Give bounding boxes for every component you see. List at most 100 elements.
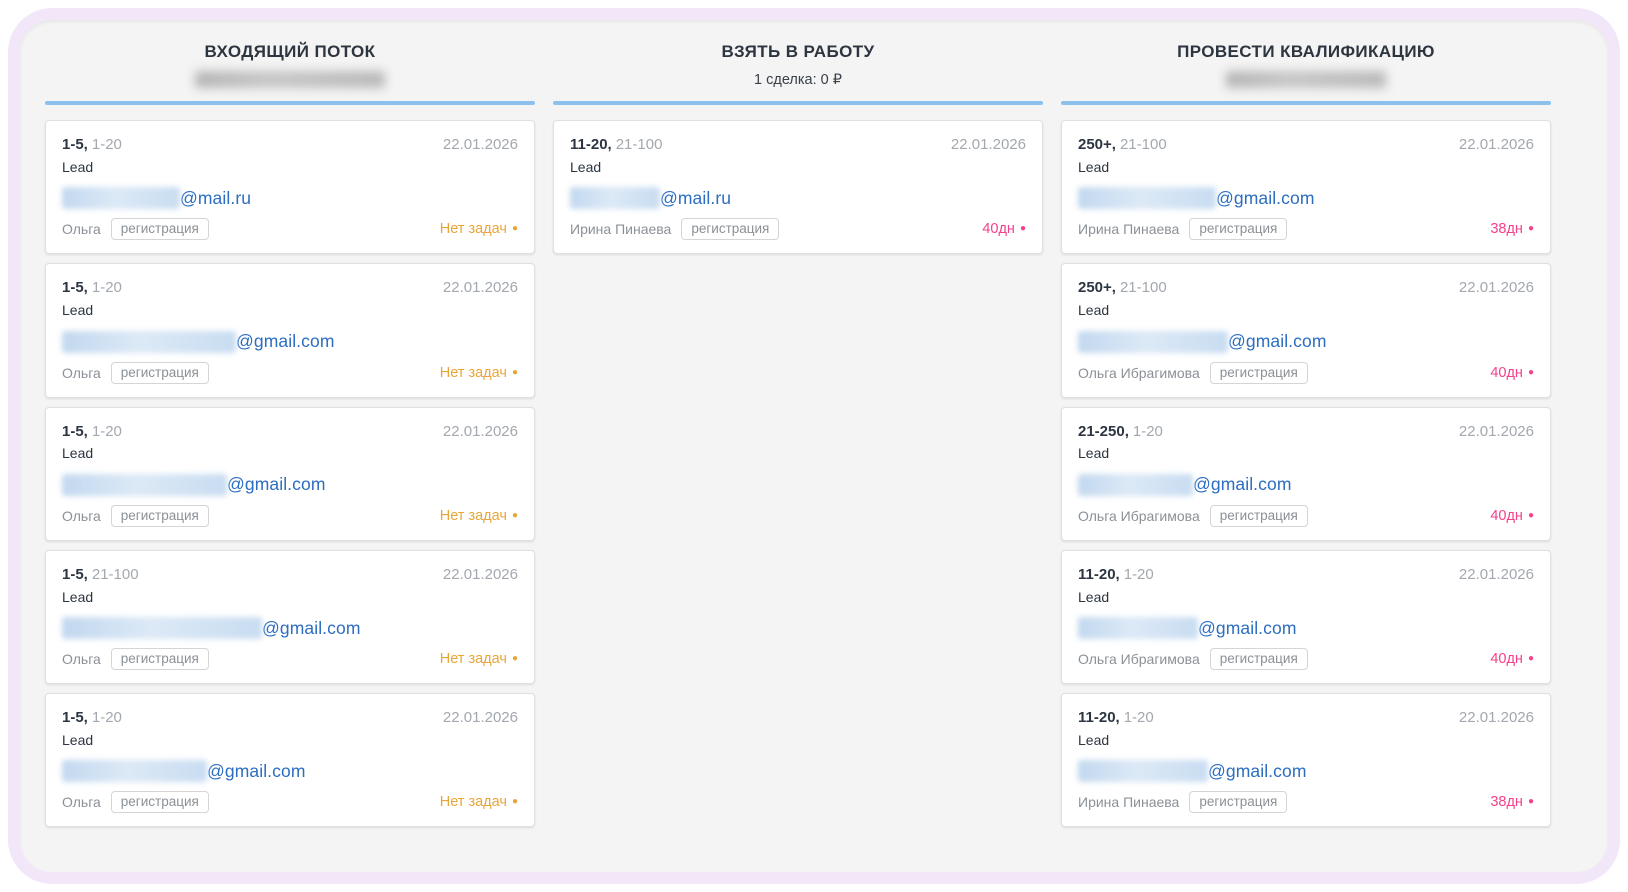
deal-title-row: 11-20, 21-100 22.01.2026 xyxy=(570,136,1026,155)
deal-owner: Ольга Ибрагимова xyxy=(1078,507,1200,524)
deal-email-line[interactable]: @gmail.com xyxy=(62,330,518,354)
deal-owner: Ольга xyxy=(62,651,101,667)
deal-entity: Lead xyxy=(1078,302,1110,318)
email-redacted-blur xyxy=(1078,330,1228,353)
email-redacted-blur xyxy=(62,760,207,783)
deal-date: 22.01.2026 xyxy=(1458,422,1534,440)
deal-meta-row: Ольга регистрация Нет задач ● xyxy=(62,791,518,814)
deal-status: 40дн ● xyxy=(982,221,1026,237)
email-redacted-blur xyxy=(1078,187,1216,210)
kanban-board: ВХОДЯЩИЙ ПОТОК 1-5, 1-20 22.01.2026 Lead … xyxy=(20,20,1608,836)
column-title: ВХОДЯЩИЙ ПОТОК xyxy=(204,42,376,61)
deal-email-line[interactable]: @gmail.com xyxy=(62,759,518,783)
deal-email-line[interactable]: @mail.ru xyxy=(62,186,518,210)
deal-card[interactable]: 1-5, 1-20 22.01.2026 Lead @gmail.com Ольг… xyxy=(45,406,535,541)
deal-size: 11-20, xyxy=(570,136,612,153)
column-subtitle xyxy=(1061,69,1551,90)
deal-card[interactable]: 11-20, 1-20 22.01.2026 Lead @gmail.com Ир… xyxy=(1061,693,1551,828)
deal-tag[interactable]: регистрация xyxy=(1209,504,1308,527)
status-text: 38дн xyxy=(1490,794,1523,811)
deal-tag[interactable]: регистрация xyxy=(1209,361,1308,384)
deal-title-row: 11-20, 1-20 22.01.2026 xyxy=(1078,709,1534,728)
deal-title: 1-5, 21-100 xyxy=(62,566,139,585)
deal-tag[interactable]: регистрация xyxy=(1189,791,1288,814)
deal-size: 1-5, xyxy=(62,279,88,297)
deal-email-domain: @gmail.com xyxy=(207,760,306,781)
email-redacted-blur xyxy=(62,473,227,496)
deal-email-line[interactable]: @gmail.com xyxy=(62,473,518,497)
deal-email-domain: @gmail.com xyxy=(1208,760,1307,781)
deal-email-domain: @gmail.com xyxy=(262,617,361,638)
deal-entity: Lead xyxy=(62,158,94,175)
deal-status: 38дн ● xyxy=(1490,794,1534,810)
deal-card[interactable]: 1-5, 21-100 22.01.2026 Lead @gmail.com Ол… xyxy=(45,549,535,684)
deal-status: 38дн ● xyxy=(1490,221,1534,237)
deal-range: 1-20 xyxy=(1132,422,1163,440)
deal-card[interactable]: 11-20, 1-20 22.01.2026 Lead @gmail.com Ол… xyxy=(1061,549,1551,684)
deal-title: 1-5, 1-20 xyxy=(62,136,122,155)
status-dot-icon: ● xyxy=(511,223,518,235)
deal-meta-row: Ольга регистрация Нет задач ● xyxy=(62,504,518,527)
deal-email-line[interactable]: @gmail.com xyxy=(62,616,518,640)
deal-date: 22.01.2026 xyxy=(442,709,518,726)
column-header[interactable]: ВЗЯТЬ В РАБОТУ 1 сделка: 0 ₽ xyxy=(553,36,1043,105)
deal-email-domain: @gmail.com xyxy=(1228,331,1327,351)
subtitle-redacted-blur xyxy=(195,71,385,88)
email-redacted-blur xyxy=(62,617,262,639)
status-dot-icon: ● xyxy=(511,653,518,664)
deal-range: 1-20 xyxy=(91,279,122,297)
email-redacted-blur xyxy=(1078,473,1193,496)
deal-card[interactable]: 1-5, 1-20 22.01.2026 Lead @gmail.com Ольг… xyxy=(45,263,535,398)
deal-status: Нет задач ● xyxy=(440,365,518,381)
deal-card[interactable]: 250+, 21-100 22.01.2026 Lead @gmail.com О… xyxy=(1061,263,1551,398)
deal-tag[interactable]: регистрация xyxy=(110,361,209,384)
deal-card[interactable]: 1-5, 1-20 22.01.2026 Lead @gmail.com Ольг… xyxy=(45,693,535,828)
column-header[interactable]: ВХОДЯЩИЙ ПОТОК xyxy=(45,36,535,105)
deal-meta-row: Ольга регистрация Нет задач ● xyxy=(62,648,518,670)
deal-email-line[interactable]: @gmail.com xyxy=(1078,186,1534,210)
deal-email-domain: @mail.ru xyxy=(180,187,252,208)
deal-owner: Ирина Пинаева xyxy=(1078,221,1180,238)
deal-email-line[interactable]: @gmail.com xyxy=(1078,759,1534,783)
deal-email-line[interactable]: @mail.ru xyxy=(570,186,1026,210)
deal-email-line[interactable]: @gmail.com xyxy=(1078,473,1534,497)
deal-card[interactable]: 1-5, 1-20 22.01.2026 Lead @mail.ru Ольга … xyxy=(45,120,535,255)
deal-card[interactable]: 21-250, 1-20 22.01.2026 Lead @gmail.com О… xyxy=(1061,406,1551,541)
deal-tag[interactable]: регистрация xyxy=(110,791,209,814)
status-dot-icon: ● xyxy=(511,509,518,521)
status-text: Нет задач xyxy=(439,221,507,238)
deal-status: 40дн ● xyxy=(1490,365,1534,381)
status-text: 40дн xyxy=(1490,507,1523,524)
deal-tag[interactable]: регистрация xyxy=(110,648,209,670)
deal-tag[interactable]: регистрация xyxy=(1209,648,1308,670)
deal-meta-row: Ольга регистрация Нет задач ● xyxy=(62,218,518,241)
status-dot-icon: ● xyxy=(511,796,518,808)
column-header[interactable]: ПРОВЕСТИ КВАЛИФИКАЦИЮ xyxy=(1061,36,1551,105)
deal-range: 21-100 xyxy=(91,565,139,583)
deal-title: 11-20, 21-100 xyxy=(570,136,662,155)
deal-range: 1-20 xyxy=(91,709,122,726)
column-subtitle: 1 сделка: 0 ₽ xyxy=(754,71,842,88)
deal-date: 22.01.2026 xyxy=(950,136,1026,153)
deal-card[interactable]: 11-20, 21-100 22.01.2026 Lead @mail.ru Ир… xyxy=(553,120,1043,255)
deal-tag[interactable]: регистрация xyxy=(110,504,209,527)
deal-email-line[interactable]: @gmail.com xyxy=(1078,616,1534,640)
deal-title: 21-250, 1-20 xyxy=(1078,423,1163,442)
deal-email-domain: @gmail.com xyxy=(227,474,326,495)
deal-tag[interactable]: регистрация xyxy=(681,218,780,241)
deal-title: 250+, 21-100 xyxy=(1078,279,1167,298)
deal-date: 22.01.2026 xyxy=(1458,136,1534,153)
deal-email-domain: @gmail.com xyxy=(1216,187,1315,208)
deal-tag[interactable]: регистрация xyxy=(110,218,209,241)
card-list: 1-5, 1-20 22.01.2026 Lead @mail.ru Ольга … xyxy=(45,120,535,828)
deal-size: 1-5, xyxy=(62,422,88,440)
deal-status: Нет задач ● xyxy=(440,508,518,524)
deal-tag[interactable]: регистрация xyxy=(1189,218,1288,241)
deal-meta-row: Ирина Пинаева регистрация 38дн ● xyxy=(1078,791,1534,814)
deal-email-line[interactable]: @gmail.com xyxy=(1078,330,1534,354)
deal-title: 11-20, 1-20 xyxy=(1078,709,1154,728)
pipeline-column: ВХОДЯЩИЙ ПОТОК 1-5, 1-20 22.01.2026 Lead … xyxy=(45,36,535,836)
deal-entity: Lead xyxy=(570,158,602,175)
deal-status: 40дн ● xyxy=(1490,508,1534,524)
deal-card[interactable]: 250+, 21-100 22.01.2026 Lead @gmail.com И… xyxy=(1061,120,1551,255)
